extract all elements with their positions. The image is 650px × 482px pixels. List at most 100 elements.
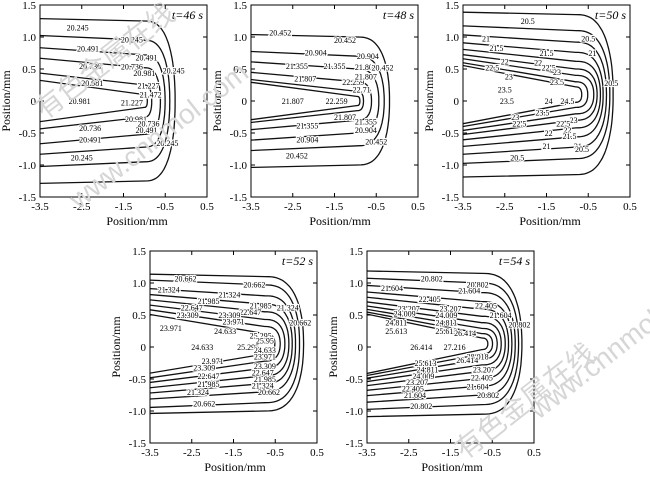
contour-label: 23.5	[500, 97, 514, 106]
y-tick-label: -0.5	[230, 128, 248, 140]
x-tick-label: 0.5	[623, 201, 637, 213]
y-tick-label: -1.5	[19, 192, 37, 204]
contour-label: 21.985	[250, 301, 272, 310]
x-tick-label: -3.5	[141, 447, 159, 459]
contour-label: 21.985	[197, 297, 219, 306]
contour-label: 23	[505, 73, 513, 82]
contour-line-20.452	[251, 33, 391, 169]
contour-label: 20.452	[372, 64, 394, 73]
contour-label: 20.904	[355, 126, 377, 135]
x-tick-label: -1.5	[115, 201, 133, 213]
x-tick-label: -0.5	[484, 447, 502, 459]
contour-label: 20.245	[121, 36, 143, 45]
contour-label: 20.5	[581, 34, 595, 43]
contour-label: 20.5	[510, 153, 524, 162]
contour-label: 23.207	[398, 305, 420, 314]
contour-label: 21.227	[121, 98, 143, 107]
contour-label: 20.452	[334, 36, 356, 45]
contour-label: 22.405	[402, 385, 424, 394]
contour-label: 22.647	[181, 303, 203, 312]
contour-label: 21.807	[355, 73, 377, 82]
contour-label: 21.227	[138, 82, 160, 91]
contour-line-25.613	[367, 305, 502, 383]
contour-label: 23.5	[550, 78, 564, 87]
x-tick-label: -2.5	[284, 201, 302, 213]
contour-label: 20.736	[138, 119, 160, 128]
contour-label: 21.324	[187, 388, 209, 397]
contour-line-24	[463, 62, 589, 128]
y-tick-label: 1.0	[132, 278, 146, 290]
contour-label: 24.811	[417, 365, 439, 374]
contour-label: 20.245	[71, 153, 93, 162]
contour-label: 21.604	[458, 287, 480, 296]
y-tick-label: 0	[454, 96, 460, 108]
contour-label: 22	[501, 57, 509, 66]
contour-label: 20.245	[156, 139, 178, 148]
contour-line-21.985	[150, 287, 297, 400]
y-tick-label: 1.5	[132, 246, 146, 258]
contour-label: 21.324	[252, 381, 274, 390]
contour-label: 23	[553, 68, 561, 77]
y-tick-label: -1.0	[230, 160, 248, 172]
y-axis-label: Position/mm	[326, 316, 340, 378]
contour-label: 21	[543, 142, 551, 151]
contour-label: 20.452	[365, 137, 387, 146]
contour-label: 21.985	[254, 375, 276, 384]
contour-label: 23.309	[254, 362, 276, 371]
contour-line-24.811	[367, 301, 506, 387]
x-tick-label: -1.5	[225, 447, 243, 459]
contour-label: 21.355	[286, 62, 308, 71]
contour-label: 23.207	[440, 305, 462, 314]
contour-label: 22.259	[326, 97, 348, 106]
contour-label: 22	[534, 59, 542, 68]
contour-label: 20.491	[79, 135, 101, 144]
contour-line-22.405	[367, 284, 516, 403]
y-tick-label: 1.0	[349, 278, 363, 290]
x-axis-label: Position/mm	[519, 214, 581, 228]
y-tick-label: 0	[31, 96, 37, 108]
contour-label: 23	[511, 113, 519, 122]
chart-panel-3: -3.5 -2.5 -1.5 -0.5 0.5 1.5 1.0 0.5 0 -0.5 -1.0 -1.…	[422, 0, 637, 228]
x-axis-label: Position/mm	[204, 460, 266, 474]
contour-label: 20.491	[135, 53, 157, 62]
contour-label: 23.309	[193, 363, 215, 372]
chart-panel-4: -3.5 -2.5 -1.5 -0.5 0.5 1.5 1.0 0.5 0 -0.5 -1.0 -1.…	[109, 246, 324, 474]
contour-line-22.259	[251, 78, 365, 124]
y-tick-label: -0.5	[442, 128, 460, 140]
contour-label: 21.5	[562, 132, 576, 141]
chart-title: t=46 s	[172, 8, 203, 22]
x-tick-label: -0.5	[580, 201, 598, 213]
contour-line-21.472	[40, 79, 148, 123]
y-tick-label: -1.0	[129, 406, 147, 418]
chart-title: t=54 s	[499, 254, 530, 268]
contour-line-22.71	[251, 81, 361, 121]
contour-label: 21.807	[355, 63, 377, 72]
contour-line-20.904	[251, 50, 385, 152]
contour-label: 22.71	[353, 85, 371, 94]
chart-panel-5: -3.5 -2.5 -1.5 -0.5 0.5 1.5 1.0 0.5 0 -0.5 -1.0 -1.…	[326, 246, 541, 474]
x-tick-label: -2.5	[73, 201, 91, 213]
contour-label: 26.414	[456, 356, 478, 365]
x-tick-label: -1.5	[326, 201, 344, 213]
contour-line-21.355	[251, 61, 380, 141]
contour-label: 23.5	[535, 109, 549, 118]
contour-line-23	[463, 54, 598, 136]
contour-label: 21	[574, 142, 582, 151]
contour-line-23.309	[150, 299, 290, 389]
y-tick-label: 0.5	[349, 310, 363, 322]
y-tick-label: -1.5	[230, 192, 248, 204]
contour-label: 23.309	[177, 311, 199, 320]
contour-label: 24.811	[385, 319, 407, 328]
contour-label: 24.633	[191, 343, 213, 352]
contour-line-23.5	[463, 58, 595, 132]
contour-label: 24.633	[254, 346, 276, 355]
contour-label: 20.736	[121, 62, 143, 71]
contour-label: 24.811	[435, 319, 457, 328]
contour-label: 22.405	[475, 301, 497, 310]
y-axis-label: Position/mm	[422, 70, 436, 132]
contour-label: 21.807	[294, 75, 316, 84]
contour-label: 21.807	[334, 113, 356, 122]
x-tick-label: 0.5	[200, 201, 214, 213]
contour-line-23.971	[150, 304, 286, 384]
contour-label: 20.802	[508, 321, 530, 330]
